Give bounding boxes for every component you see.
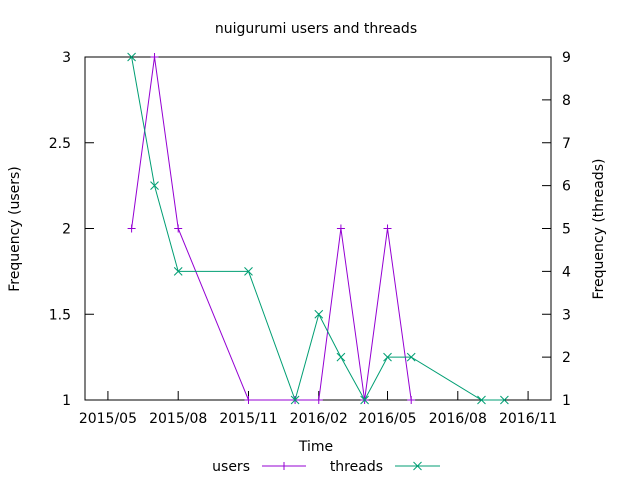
data-point-threads <box>290 395 300 405</box>
left-axis-label: Frequency (users) <box>7 166 23 292</box>
right-tick-label: 2 <box>562 350 571 366</box>
data-point-threads <box>406 352 416 362</box>
data-point-threads <box>500 395 509 405</box>
data-point-threads <box>360 395 369 405</box>
left-axis: 1 1.5 2 2.5 3 <box>49 50 94 409</box>
x-tick-label: 2016/02 <box>290 411 348 427</box>
right-tick-label: 7 <box>562 136 571 152</box>
x-tick-label: 2016/05 <box>358 411 416 427</box>
series-layer <box>127 52 509 405</box>
right-tick-label: 9 <box>562 50 571 66</box>
data-point-threads <box>314 309 324 319</box>
x-axis: 2015/05 2015/08 2015/11 2016/02 2016/05 2016/… <box>79 391 557 427</box>
series-line-users <box>131 56 412 401</box>
left-tick-label: 3 <box>62 50 71 66</box>
legend-label-threads: threads <box>330 459 383 475</box>
right-tick-label: 3 <box>562 307 571 323</box>
right-tick-label: 5 <box>562 222 571 238</box>
data-point-threads <box>150 181 159 190</box>
data-point-threads <box>383 352 392 362</box>
data-point-threads <box>336 352 346 362</box>
series-line-threads <box>131 56 505 402</box>
right-tick-label: 8 <box>562 93 571 109</box>
chart-title: nuigurumi users and threads <box>215 21 417 37</box>
x-tick-label: 2016/11 <box>499 411 557 427</box>
data-point-threads <box>173 267 183 276</box>
data-point-users <box>244 396 253 404</box>
x-tick-label: 2016/08 <box>429 411 487 427</box>
x-tick-label: 2015/08 <box>149 411 207 427</box>
data-point-users <box>383 224 392 233</box>
legend-label-users: users <box>212 459 250 475</box>
data-point-threads <box>477 395 486 405</box>
right-tick-label: 6 <box>562 179 571 195</box>
right-tick-label: 1 <box>562 393 571 409</box>
x-axis-label: Time <box>298 439 333 455</box>
data-point-users <box>336 224 345 233</box>
left-tick-label: 2 <box>62 222 71 238</box>
data-point-threads <box>127 52 136 62</box>
left-tick-label: 1.5 <box>49 307 71 323</box>
data-point-users <box>314 396 323 404</box>
x-tick-label: 2015/05 <box>79 411 137 427</box>
right-axis-label: Frequency (threads) <box>591 159 607 300</box>
data-point-users <box>407 396 416 404</box>
right-tick-label: 4 <box>562 264 571 280</box>
data-point-users <box>150 53 159 61</box>
left-tick-label: 1 <box>62 393 71 409</box>
x-tick-label: 2015/11 <box>219 411 277 427</box>
data-point-users <box>174 224 183 233</box>
legend-marker-users <box>280 462 288 470</box>
plot-border <box>84 56 552 401</box>
left-tick-label: 2.5 <box>49 136 71 152</box>
data-point-threads <box>244 267 253 276</box>
right-axis: 1 2 3 4 5 6 7 8 9 <box>542 50 571 409</box>
data-point-users <box>127 224 136 233</box>
legend-marker-threads <box>413 461 422 471</box>
legend: users threads <box>212 459 440 475</box>
